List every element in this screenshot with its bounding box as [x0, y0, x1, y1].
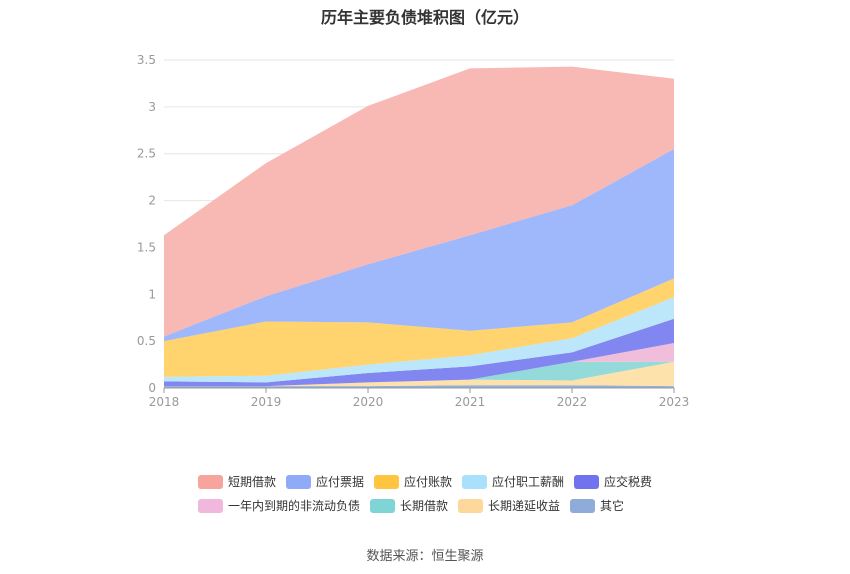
- chart-title: 历年主要负债堆积图（亿元）: [320, 8, 529, 27]
- legend-label: 长期递延收益: [488, 499, 561, 513]
- legend-item[interactable]: 应付票据: [286, 473, 364, 490]
- legend-label: 应付账款: [404, 475, 453, 489]
- x-tick-label: 2020: [353, 395, 384, 409]
- legend-label: 短期借款: [228, 475, 277, 489]
- y-tick-label: 3.5: [137, 53, 156, 67]
- y-tick-label: 0: [148, 381, 156, 395]
- legend-swatch: [374, 474, 399, 489]
- legend-label: 应付职工薪酬: [492, 475, 565, 489]
- legend-swatch: [570, 498, 595, 513]
- legend-label: 应付票据: [316, 475, 365, 489]
- legend-swatch: [286, 474, 311, 489]
- legend-swatch: [574, 474, 599, 489]
- legend-swatch: [458, 498, 483, 513]
- area-series-6: [164, 278, 674, 377]
- legend-item[interactable]: 应付账款: [374, 473, 452, 490]
- legend-swatch: [462, 474, 487, 489]
- legend-label: 长期借款: [400, 499, 449, 513]
- area-series-1: [164, 361, 674, 387]
- y-tick-label: 0.5: [137, 334, 156, 348]
- legend-label: 一年内到期的非流动负债: [228, 499, 361, 513]
- legend-item[interactable]: 短期借款: [198, 473, 276, 490]
- legend-item[interactable]: 长期递延收益: [458, 497, 560, 514]
- x-tick-label: 2018: [149, 395, 180, 409]
- data-source: 数据来源：恒生聚源: [366, 549, 484, 564]
- legend-item[interactable]: 长期借款: [370, 497, 448, 514]
- legend-item[interactable]: 一年内到期的非流动负债: [198, 497, 360, 514]
- legend-label: 其它: [600, 499, 625, 513]
- area-series-8: [164, 66, 674, 337]
- y-tick-label: 2: [148, 194, 156, 208]
- x-tick-label: 2023: [659, 395, 690, 409]
- y-tick-label: 2.5: [137, 147, 156, 161]
- legend-item[interactable]: 其它: [570, 497, 624, 514]
- stacked-area-chart: 0 0.5 1 1.5 2 2.5 3 3.5 2018 2019 2020 2021 2022 2023: [137, 53, 690, 409]
- legend-swatch: [370, 498, 395, 513]
- area-series-7: [164, 149, 674, 342]
- legend-item[interactable]: 应交税费: [574, 473, 652, 490]
- y-tick-label: 1: [148, 287, 156, 301]
- y-tick-label: 3: [148, 100, 156, 114]
- area-series-2: [164, 361, 674, 387]
- area-series-4: [164, 318, 674, 387]
- area-series-5: [164, 297, 674, 383]
- legend-swatch: [198, 474, 223, 489]
- x-tick-label: 2022: [557, 395, 588, 409]
- legend-swatch: [198, 498, 223, 513]
- x-tick-label: 2021: [455, 395, 486, 409]
- area-series-0: [164, 385, 674, 388]
- x-tick-label: 2019: [251, 395, 282, 409]
- y-tick-label: 1.5: [137, 240, 156, 254]
- legend-item[interactable]: 应付职工薪酬: [462, 473, 564, 490]
- legend-label: 应交税费: [604, 475, 653, 489]
